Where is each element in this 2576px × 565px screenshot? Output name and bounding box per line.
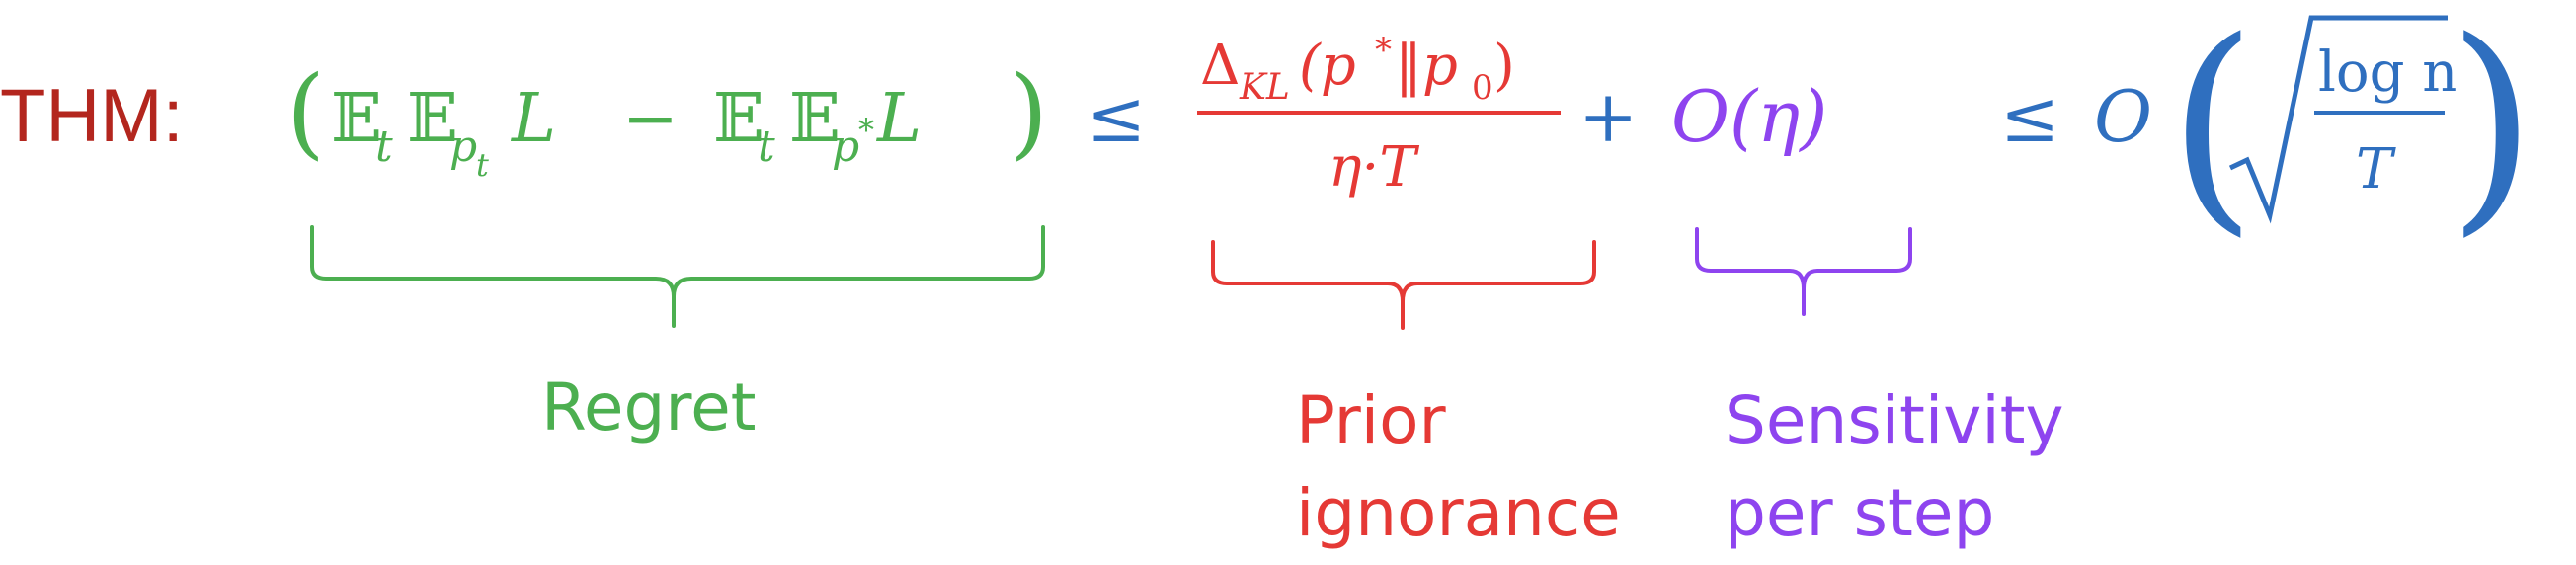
bound-open-paren: (: [2168, 0, 2257, 257]
square-root-sign: [2228, 15, 2448, 224]
prior-label-line1: Prior: [1296, 382, 1446, 458]
prior-label-line2: ignorance: [1296, 475, 1621, 551]
numerator-p-star-open: (p: [1299, 34, 1356, 98]
loss-l-2: L: [875, 80, 922, 158]
numerator-zero: 0: [1472, 68, 1493, 108]
thm-label: THM:: [0, 74, 184, 158]
subscript-t-2: t: [758, 121, 775, 172]
prior-fraction: Δ KL (p * ‖p 0 ) η·T: [1197, 31, 1561, 200]
plus-sign: +: [1578, 75, 1638, 158]
subscript-sub-t: t: [476, 146, 489, 184]
expectation-e-t-2: 𝔼: [713, 80, 765, 158]
bound-fraction-bar: [2314, 111, 2445, 115]
numerator-star: *: [1375, 31, 1392, 70]
expectation-e-t-1: 𝔼: [331, 80, 382, 158]
bound-term: O ( log n T ): [2094, 0, 2536, 257]
regret-close-paren: ): [1009, 54, 1048, 170]
denominator-eta-t: η·T: [1328, 135, 1419, 200]
loss-l-1: L: [510, 80, 556, 158]
subscript-p-1: p: [449, 121, 477, 172]
sensitivity-brace: [1695, 227, 1912, 316]
subscript-p-2: p: [832, 121, 859, 172]
superscript-star: *: [858, 112, 874, 149]
big-o-bound: O: [2094, 75, 2152, 158]
fraction-bar: [1197, 111, 1561, 115]
numerator-p-zero: ‖p: [1395, 34, 1458, 98]
minus-sign: −: [622, 80, 679, 158]
delta-symbol: Δ: [1200, 34, 1240, 98]
expectation-e-pt: 𝔼: [407, 80, 458, 158]
delta-subscript-kl: KL: [1239, 67, 1290, 108]
leq-sign-2: ≤: [2000, 75, 2059, 158]
expectation-e-pstar: 𝔼: [789, 80, 841, 158]
regret-brace: [310, 225, 1045, 328]
regret-term: ( 𝔼 t 𝔼 p t L − 𝔼 t 𝔼 p * L ): [286, 54, 1048, 184]
big-o-eta: O(η): [1671, 75, 1827, 158]
subscript-t-1: t: [375, 121, 393, 172]
fraction-denominator-t: T: [2356, 137, 2396, 202]
numerator-close: ): [1493, 34, 1515, 98]
fraction-numerator-log-n: log n: [2318, 40, 2457, 105]
leq-sign-1: ≤: [1087, 75, 1146, 158]
sensitivity-label-line1: Sensitivity: [1725, 382, 2064, 458]
sensitivity-label-line2: per step: [1725, 475, 1994, 551]
prior-brace: [1211, 240, 1596, 330]
regret-open-paren: (: [286, 54, 325, 170]
bound-close-paren: ): [2448, 0, 2536, 257]
regret-label: Regret: [541, 369, 757, 445]
